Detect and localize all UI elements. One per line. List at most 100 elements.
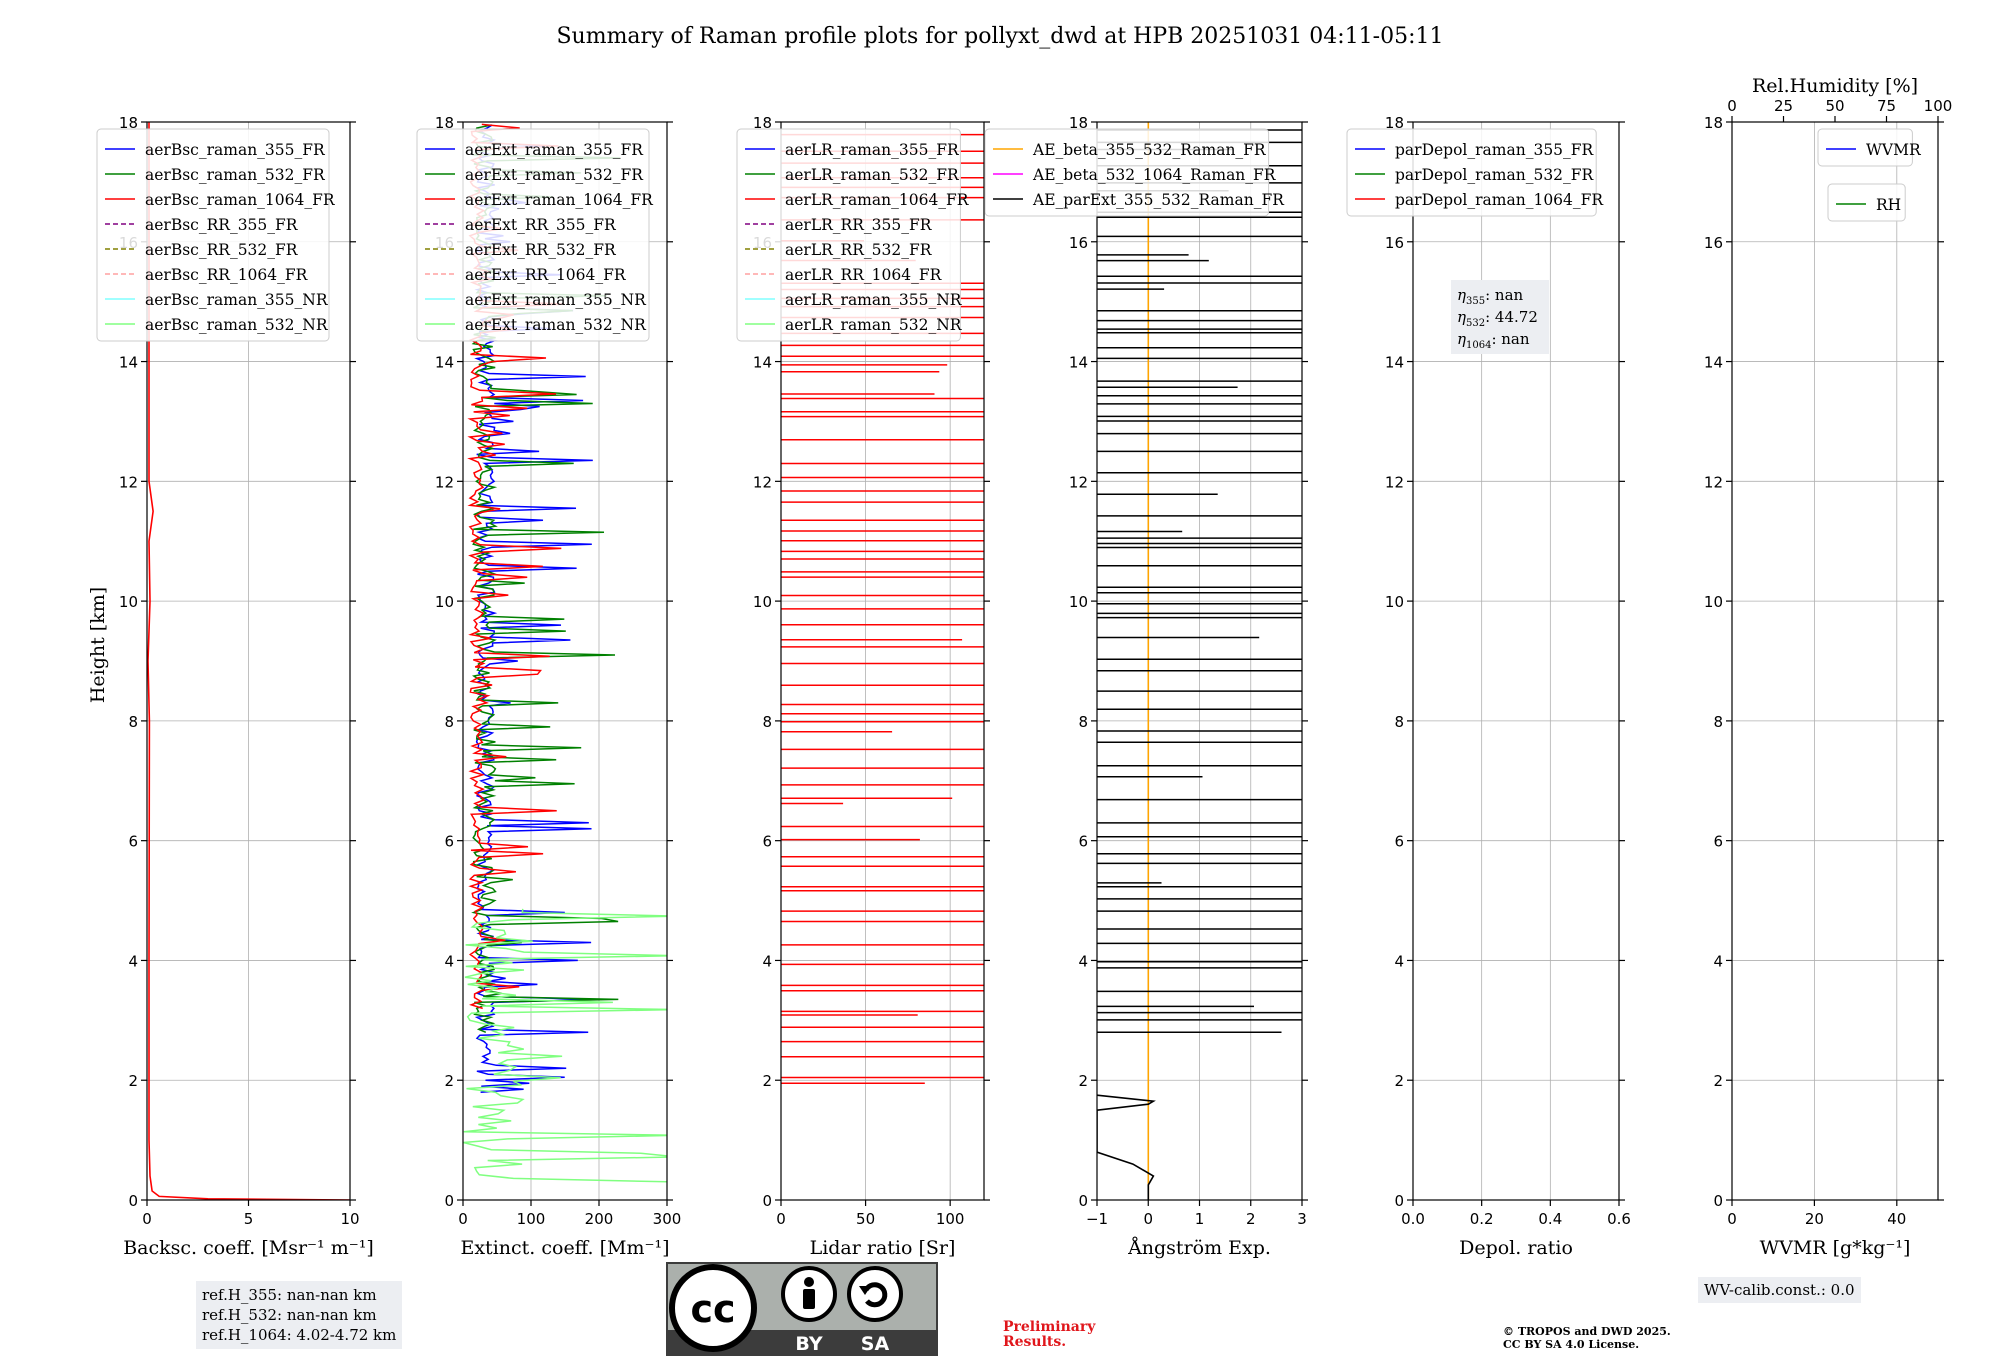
legend-lr: aerLR_raman_355_FR aerLR_raman_532_FR aerL… [736,128,970,342]
y-tick-label: 18 [119,114,138,132]
legend-frame [1827,183,1906,222]
y-tick-label: 6 [762,833,772,851]
x-tick-label: 1 [1195,1210,1205,1228]
legend-label: aerExt_RR_355_FR [465,216,617,234]
top-x-axis-label: Rel.Humidity [%] [1752,75,1918,97]
legend-depol: parDepol_raman_355_FR parDepol_raman_532_… [1346,128,1604,217]
y-tick-label: 2 [1713,1072,1723,1090]
eta-1064: η1064: nan [1457,330,1530,351]
y-tick-label: 2 [1078,1072,1088,1090]
legend-ae: AE_beta_355_532_Raman_FR AE_beta_532_1064… [984,128,1285,217]
y-tick-label: 16 [1069,234,1088,252]
legend-label: AE_beta_532_1064_Raman_FR [1032,166,1277,184]
y-tick-label: 4 [1394,952,1404,970]
share-alike-icon [847,1266,903,1322]
y-tick-label: 12 [119,473,138,491]
y-tick-label: 0 [1078,1192,1088,1210]
y-tick-label: 18 [1069,114,1088,132]
y-tick-label: 18 [435,114,454,132]
series-AE_parExt_355_532_Raman_FR-segments [1097,129,1302,1034]
y-tick-label: 12 [1385,473,1404,491]
top-x-tick-label: 50 [1825,97,1844,115]
y-tick-label: 18 [1704,114,1723,132]
legend-frame [1346,128,1597,217]
copyright-note: © TROPOS and DWD 2025. CC BY SA 4.0 Lice… [1503,1325,1671,1351]
axes-frame [1731,121,1939,1201]
series-AE_parExt_355_532_Raman_FR [1097,1094,1156,1200]
legend-label: aerLR_raman_1064_FR [785,191,970,209]
x-tick-label: 0.6 [1607,1210,1631,1228]
y-tick-label: 0 [1713,1192,1723,1210]
y-tick-label: 6 [1713,833,1723,851]
ref-h-1064: ref.H_1064: 4.02-4.72 km [202,1326,397,1344]
legend-label: AE_parExt_355_532_Raman_FR [1032,191,1285,209]
legend-label: aerLR_RR_1064_FR [785,266,943,284]
x-axis-label: WVMR [g*kg⁻¹] [1760,1237,1911,1259]
legend2-wv: RH [1827,183,1906,222]
wv-calibration-box: WV-calib.const.: 0.0 [1698,1277,1861,1303]
axes-frame [780,121,985,1201]
legend-label: AE_beta_355_532_Raman_FR [1032,141,1267,159]
y-tick-label: 10 [1069,593,1088,611]
top-x-tick-label: 0 [1727,97,1737,115]
panel-depol: 0 2 4 6 8 10 12 14 16 18 0.0 0.2 0.4 0.6 Depol. ratio p… [1346,114,1631,1259]
x-axis-label: Backsc. coeff. [Msr⁻¹ m⁻¹] [123,1237,374,1259]
y-tick-label: 16 [1385,234,1404,252]
legend-frame [416,128,650,342]
cc-logo-icon [669,1264,757,1352]
y-tick-label: 8 [1394,713,1404,731]
legend-label: aerBsc_raman_1064_FR [145,191,336,209]
svg-text:SA: SA [861,1333,890,1355]
axes-frame [1412,121,1620,1201]
legend-label: aerBsc_raman_532_NR [145,316,329,334]
y-tick-label: 12 [1704,473,1723,491]
legend-label: aerLR_raman_355_FR [785,141,960,159]
x-tick-label: 0.0 [1401,1210,1425,1228]
series-group [147,122,350,1200]
y-tick-label: 8 [128,713,138,731]
x-tick-label: 0 [776,1210,786,1228]
y-tick-label: 4 [762,952,772,970]
y-tick-label: 10 [435,593,454,611]
legend-label: aerBsc_raman_355_NR [145,291,329,309]
y-tick-label: 2 [1394,1072,1404,1090]
panel-ext: 0246810121416180100200300Extinct. coeff.… [416,114,682,1259]
ref-h-532: ref.H_532: nan-nan km [202,1306,377,1324]
x-tick-label: 0.2 [1470,1210,1494,1228]
y-tick-label: 2 [762,1072,772,1090]
x-tick-label: 100 [936,1210,965,1228]
y-tick-label: 14 [119,354,138,372]
y-tick-label: 14 [1069,354,1088,372]
y-tick-label: 6 [128,833,138,851]
x-tick-label: 0 [1727,1210,1737,1228]
x-tick-label: 0 [458,1210,468,1228]
legend-frame [736,128,961,342]
x-tick-label: 0.4 [1538,1210,1562,1228]
y-tick-label: 14 [753,354,772,372]
y-tick-label: 14 [1385,354,1404,372]
legend-label: parDepol_raman_1064_FR [1395,191,1604,209]
y-tick-label: 0 [1394,1192,1404,1210]
ref-h-355: ref.H_355: nan-nan km [202,1286,377,1304]
y-tick-label: 10 [1385,593,1404,611]
x-tick-label: 100 [517,1210,546,1228]
legend-label: aerBsc_raman_532_FR [145,166,326,184]
y-tick-label: 2 [128,1072,138,1090]
legend-frame [1817,128,1913,167]
y-tick-label: 12 [435,473,454,491]
x-tick-label: 0 [1143,1210,1153,1228]
x-tick-label: 20 [1805,1210,1824,1228]
legend-label: RH [1876,196,1901,214]
legend-label: aerExt_raman_532_NR [465,316,647,334]
y-tick-label: 0 [128,1192,138,1210]
eta-background [1451,280,1549,354]
x-tick-label: 10 [340,1210,359,1228]
legend-label: aerBsc_raman_355_FR [145,141,326,159]
x-tick-label: 40 [1887,1210,1906,1228]
legend-label: aerBsc_RR_1064_FR [145,266,309,284]
x-tick-label: 300 [653,1210,682,1228]
x-tick-label: 200 [585,1210,614,1228]
legend-frame [984,128,1270,217]
